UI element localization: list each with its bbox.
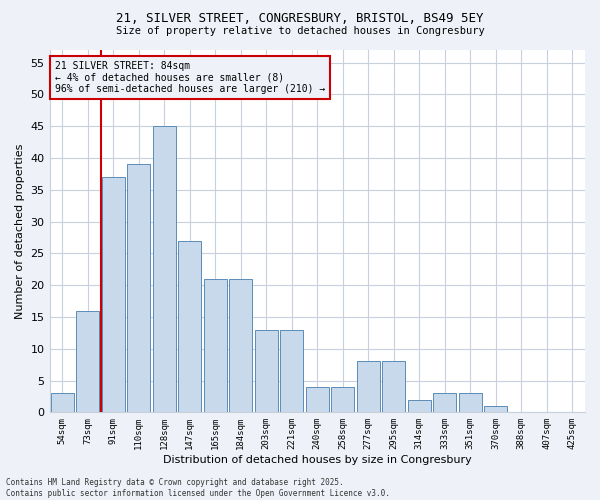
Bar <box>255 330 278 412</box>
Y-axis label: Number of detached properties: Number of detached properties <box>15 144 25 319</box>
Bar <box>51 394 74 412</box>
Text: 21 SILVER STREET: 84sqm
← 4% of detached houses are smaller (8)
96% of semi-deta: 21 SILVER STREET: 84sqm ← 4% of detached… <box>55 61 325 94</box>
Bar <box>484 406 507 412</box>
X-axis label: Distribution of detached houses by size in Congresbury: Distribution of detached houses by size … <box>163 455 472 465</box>
Bar <box>459 394 482 412</box>
Bar <box>102 177 125 412</box>
Bar <box>280 330 303 412</box>
Bar <box>127 164 150 412</box>
Bar <box>306 387 329 412</box>
Text: Contains HM Land Registry data © Crown copyright and database right 2025.
Contai: Contains HM Land Registry data © Crown c… <box>6 478 390 498</box>
Bar <box>382 362 405 412</box>
Bar <box>408 400 431 412</box>
Text: 21, SILVER STREET, CONGRESBURY, BRISTOL, BS49 5EY: 21, SILVER STREET, CONGRESBURY, BRISTOL,… <box>116 12 484 26</box>
Text: Size of property relative to detached houses in Congresbury: Size of property relative to detached ho… <box>116 26 484 36</box>
Bar <box>76 310 99 412</box>
Bar <box>433 394 456 412</box>
Bar <box>229 279 252 412</box>
Bar <box>178 240 201 412</box>
Bar <box>331 387 354 412</box>
Bar <box>153 126 176 412</box>
Bar <box>357 362 380 412</box>
Bar <box>204 279 227 412</box>
